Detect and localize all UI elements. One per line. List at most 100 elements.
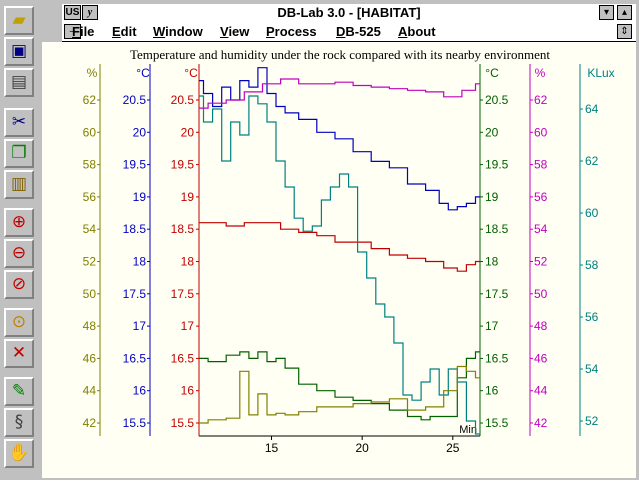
tick-label: 19.5 bbox=[485, 158, 509, 172]
menu-bar: – ⇕ File Edit Window View Process DB-525 About bbox=[62, 23, 636, 42]
tick-label: 19.5 bbox=[171, 158, 195, 172]
tick-label: 19 bbox=[181, 190, 195, 204]
tick-label: 17 bbox=[181, 319, 195, 333]
tick-label: 20 bbox=[133, 125, 147, 139]
axis-delete-button[interactable]: ✕ bbox=[4, 339, 34, 368]
tick-label: 60 bbox=[534, 125, 548, 139]
menu-window[interactable]: Window bbox=[153, 24, 203, 39]
axis-marker-icon: ⊙ bbox=[11, 312, 27, 332]
chart-title: Temperature and humidity under the rock … bbox=[130, 47, 550, 62]
menu-about[interactable]: About bbox=[398, 24, 436, 39]
tick-label: 54 bbox=[585, 362, 599, 376]
x-tick-label: 15 bbox=[265, 441, 279, 455]
menu-edit[interactable]: Edit bbox=[112, 24, 137, 39]
tick-label: 42 bbox=[83, 416, 97, 430]
tick-label: 19 bbox=[133, 190, 147, 204]
spring-button[interactable]: § bbox=[4, 408, 34, 437]
tick-label: 56 bbox=[585, 310, 599, 324]
menu-db525[interactable]: DB-525 bbox=[336, 24, 381, 39]
cut-scissors-button[interactable]: ✂ bbox=[4, 108, 34, 137]
tick-label: 20.5 bbox=[123, 93, 147, 107]
axis-unit-temp-green: °C bbox=[485, 66, 499, 80]
tick-label: 16.5 bbox=[485, 351, 509, 365]
tick-label: 15.5 bbox=[485, 416, 509, 430]
tick-label: 18.5 bbox=[171, 222, 195, 236]
tick-label: 19 bbox=[485, 190, 499, 204]
tick-label: 17 bbox=[485, 319, 499, 333]
open-folder-icon: ▰ bbox=[12, 10, 26, 30]
menu-process[interactable]: Process bbox=[266, 24, 317, 39]
tick-label: 18 bbox=[485, 255, 499, 269]
tick-label: 50 bbox=[83, 287, 97, 301]
tick-label: 60 bbox=[585, 206, 599, 220]
system-us-button[interactable]: US bbox=[64, 5, 81, 20]
run-figure-button[interactable]: ✎ bbox=[4, 377, 34, 406]
menu-view[interactable]: View bbox=[220, 24, 250, 39]
restore-button[interactable]: ⇕ bbox=[617, 24, 632, 39]
tick-label: 16.5 bbox=[171, 351, 195, 365]
tick-label: 54 bbox=[534, 222, 548, 236]
x-tick-label: 25 bbox=[446, 441, 460, 455]
tick-label: 48 bbox=[534, 319, 548, 333]
tick-label: 20 bbox=[485, 125, 499, 139]
y-icon[interactable]: y bbox=[82, 5, 98, 20]
spring-icon: § bbox=[14, 412, 24, 432]
zoom-in-button[interactable]: ⊕ bbox=[4, 208, 34, 237]
copy-button[interactable]: ❐ bbox=[4, 139, 34, 168]
tick-label: 16 bbox=[181, 384, 195, 398]
x-axis-label: Min bbox=[459, 424, 477, 436]
save-disk-icon: ▣ bbox=[10, 41, 28, 61]
tick-label: 15.5 bbox=[123, 416, 147, 430]
tick-label: 58 bbox=[534, 158, 548, 172]
tick-label: 19.5 bbox=[123, 158, 147, 172]
tick-label: 56 bbox=[534, 190, 548, 204]
paste-clipboard-button[interactable]: ▥ bbox=[4, 170, 34, 199]
run-figure-icon: ✎ bbox=[11, 381, 27, 401]
axis-unit-lux: KLux bbox=[587, 66, 614, 80]
tick-label: 58 bbox=[585, 258, 599, 272]
left-toolbar: ▰ ▣ ▤ ✂ ❐ ▥ ⊕ ⊖ ⊘ ⊙ ✕ ✎ § ✋ bbox=[0, 0, 40, 480]
series-line-green bbox=[199, 351, 480, 421]
zoom-out-button[interactable]: ⊖ bbox=[4, 239, 34, 268]
stop-button[interactable]: ✋ bbox=[4, 439, 34, 468]
tick-label: 62 bbox=[83, 93, 97, 107]
zoom-in-icon: ⊕ bbox=[11, 212, 27, 232]
save-disk-button[interactable]: ▣ bbox=[4, 37, 34, 66]
menu-file[interactable]: File bbox=[72, 24, 95, 39]
zoom-out-icon: ⊖ bbox=[11, 243, 27, 263]
tick-label: 17.5 bbox=[123, 287, 147, 301]
series-line-blue bbox=[199, 67, 480, 211]
document-control-button[interactable]: – bbox=[64, 24, 81, 39]
open-folder-button[interactable]: ▰ bbox=[4, 6, 34, 35]
tick-label: 52 bbox=[83, 255, 97, 269]
tick-label: 16 bbox=[485, 384, 499, 398]
tick-label: 52 bbox=[585, 414, 599, 428]
axis-delete-icon: ✕ bbox=[11, 343, 27, 363]
zoom-reset-icon: ⊘ bbox=[11, 274, 27, 294]
axis-unit-hum-left: % bbox=[87, 66, 98, 80]
tick-label: 16.5 bbox=[123, 351, 147, 365]
tick-label: 18 bbox=[133, 255, 147, 269]
tick-label: 58 bbox=[83, 158, 97, 172]
axis-unit-temp-blue: °C bbox=[136, 66, 150, 80]
series-line-magenta bbox=[199, 78, 480, 109]
tick-label: 17.5 bbox=[485, 287, 509, 301]
maximize-button[interactable]: ▴ bbox=[617, 5, 632, 20]
stop-icon: ✋ bbox=[8, 443, 30, 463]
tick-label: 54 bbox=[83, 222, 97, 236]
copy-icon: ❐ bbox=[11, 143, 27, 163]
axis-unit-hum-right: % bbox=[535, 66, 546, 80]
axis-unit-temp-red: °C bbox=[184, 66, 198, 80]
tick-label: 18 bbox=[181, 255, 195, 269]
tick-label: 56 bbox=[83, 190, 97, 204]
zoom-reset-button[interactable]: ⊘ bbox=[4, 270, 34, 299]
minimize-button[interactable]: ▾ bbox=[599, 5, 614, 20]
tick-label: 62 bbox=[534, 93, 548, 107]
print-button[interactable]: ▤ bbox=[4, 68, 34, 97]
tick-label: 52 bbox=[534, 255, 548, 269]
axis-marker-button[interactable]: ⊙ bbox=[4, 308, 34, 337]
tick-label: 60 bbox=[83, 125, 97, 139]
tick-label: 16 bbox=[133, 384, 147, 398]
tick-label: 18.5 bbox=[485, 222, 509, 236]
